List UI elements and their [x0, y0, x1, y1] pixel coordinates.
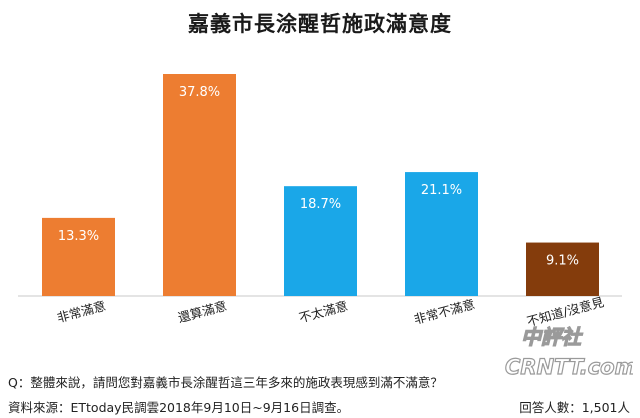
- category-label-4: 非常不滿意: [412, 296, 476, 327]
- bar-value-label-3: 18.7%: [300, 197, 341, 212]
- crntt-watermark: 中評社 CRNTT.com: [504, 324, 633, 379]
- bar-value-label-1: 13.3%: [58, 229, 99, 244]
- bar-value-label-2: 37.8%: [179, 85, 220, 100]
- category-label-2: 還算滿意: [176, 298, 228, 325]
- sample-size: 回答人數：1,501人: [519, 400, 630, 415]
- category-label-1: 非常滿意: [55, 298, 107, 325]
- category-label-3: 不太滿意: [297, 298, 349, 325]
- bar-3: [284, 186, 357, 296]
- bar-2: [163, 74, 236, 296]
- bar-chart: 13.3% 37.8% 18.7% 21.1% 9.1% 非常滿意 還算滿意 不太滿意 非常不…: [18, 74, 622, 329]
- bar-1: [42, 217, 115, 296]
- bar-value-label-4: 21.1%: [421, 183, 462, 198]
- bar-5: [526, 242, 599, 296]
- watermark-line-1: 中評社: [521, 325, 583, 349]
- bar-4: [405, 172, 478, 296]
- bar-value-label-5: 9.1%: [546, 254, 579, 269]
- survey-question: Q：整體來說，請問您對嘉義市長涂醒哲這三年多來的施政表現感到滿不滿意？: [8, 375, 443, 390]
- watermark-line-2: CRNTT.com: [505, 355, 633, 379]
- chart-title: 嘉義市長涂醒哲施政滿意度: [188, 12, 452, 36]
- data-source: 資料來源：ETtoday民調雲2018年9月10日~9月16日調查。: [8, 400, 350, 415]
